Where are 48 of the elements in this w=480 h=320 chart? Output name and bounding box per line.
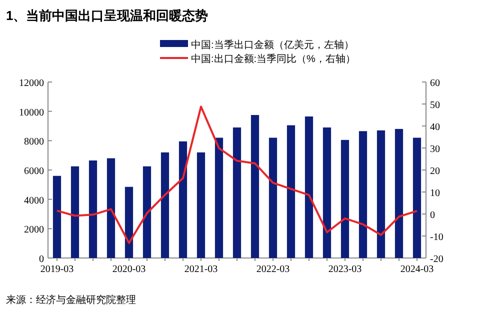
bar [178,141,188,258]
bar [268,138,278,258]
bar [124,186,134,258]
bar [160,152,170,258]
y2-tick-label: -10 [430,232,444,243]
bar [376,130,386,258]
y-tick-label: 0 [39,254,44,265]
bar [232,127,242,258]
bar [88,160,98,258]
y2-tick-label: 20 [430,166,440,177]
line-series [56,106,418,244]
bar [358,131,368,258]
bar [304,116,314,258]
y-tick-label: 6000 [24,166,44,177]
bar [340,140,350,258]
y2-tick-label: 0 [430,210,435,221]
x-tick-label: 2019-03 [40,264,74,275]
y2-tick-label: 50 [430,100,440,111]
bar [286,125,296,258]
bar [412,138,422,258]
y-tick-label: 2000 [24,224,44,236]
bar [214,138,224,258]
legend-label: 中国:出口金额:当季同比（%，右轴） [191,53,356,65]
y-tick-label: 8000 [24,136,44,148]
bar [70,166,80,258]
y-tick-label: 10000 [19,107,44,118]
legend-label: 中国:当季出口金额（亿美元，左轴） [191,39,354,51]
y-tick-label: 4000 [24,195,44,206]
x-tick-label: 2024-03 [400,264,434,275]
bar [52,176,62,258]
y2-tick-label: 40 [430,122,440,133]
bar [106,158,116,258]
bar [250,115,260,258]
y2-tick-label: -20 [430,254,444,265]
x-tick-label: 2020-03 [112,264,146,275]
x-tick-label: 2021-03 [184,264,218,275]
chart-title: 1、当前中国出口呈现温和回暖态势 [6,8,208,23]
y2-tick-label: 10 [430,188,440,199]
bar [322,127,332,258]
bar [196,152,206,258]
x-tick-label: 2022-03 [256,264,290,275]
source-note: 来源：经济与金融研究院整理 [6,294,136,306]
y2-tick-label: 60 [430,78,440,89]
y2-tick-label: 30 [430,144,440,155]
bar [142,166,152,258]
x-tick-label: 2023-03 [328,264,362,275]
y-tick-label: 12000 [19,78,44,89]
bar [394,128,404,258]
